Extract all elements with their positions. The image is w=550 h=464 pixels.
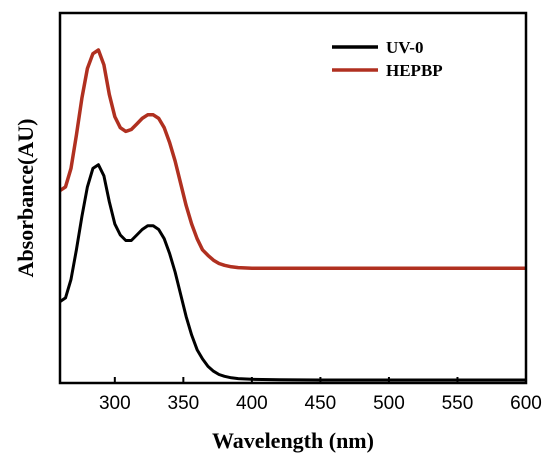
x-tick-label: 500 [373, 393, 405, 414]
x-tick-label: 350 [168, 393, 200, 414]
legend: UV-0 HEPBP [332, 38, 443, 80]
x-tick-label: 300 [99, 393, 131, 414]
legend-label: UV-0 [386, 38, 423, 57]
plot-frame [58, 11, 528, 385]
x-axis-label: Wavelength (nm) [212, 428, 374, 453]
x-tick-label: 600 [510, 393, 542, 414]
legend-label: HEPBP [386, 61, 443, 80]
series-line-hepbp [59, 48, 526, 271]
x-axis: 300 350 400 450 500 550 600 [99, 377, 542, 414]
y-axis-label: Absorbance(AU) [13, 119, 38, 278]
x-tick-label: 400 [236, 393, 268, 414]
x-tick-label: 450 [305, 393, 337, 414]
x-tick-label: 550 [442, 393, 474, 414]
plot-area [59, 48, 526, 382]
series-line-uv-0 [59, 163, 526, 382]
